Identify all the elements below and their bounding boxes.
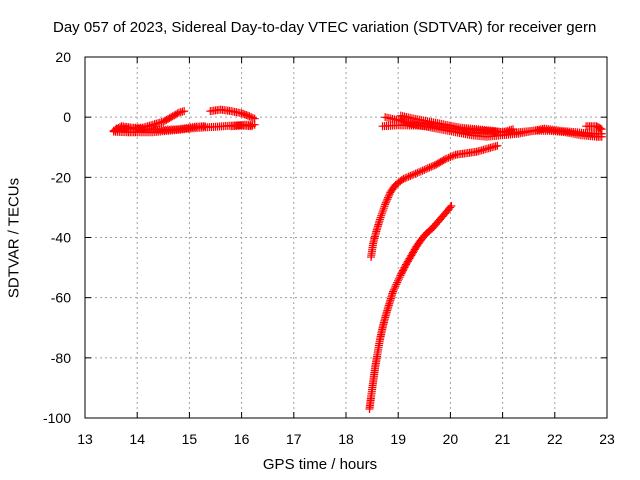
x-tick-label: 17 — [286, 431, 302, 447]
x-axis-label: GPS time / hours — [262, 456, 378, 473]
data-point — [392, 280, 401, 289]
y-tick-label: 20 — [55, 49, 71, 65]
data-point — [394, 275, 403, 284]
data-point — [447, 201, 456, 210]
chart-title: Day 057 of 2023, Sidereal Day-to-day VTE… — [53, 19, 597, 36]
data-point — [378, 207, 387, 216]
data-point — [509, 125, 518, 134]
x-tick-label: 18 — [338, 431, 354, 447]
data-point — [384, 191, 393, 200]
data-point — [380, 202, 389, 211]
data-point — [427, 162, 436, 171]
chart-ticks: 13 14 15 16 17 18 19 20 21 22 23 -100 -80 -60 -40 -20 0 2… — [43, 49, 615, 447]
data-point — [420, 165, 429, 174]
data-point — [409, 170, 418, 179]
data-point — [390, 284, 399, 293]
data-series — [582, 122, 606, 134]
chart-series — [109, 105, 606, 413]
data-point — [425, 163, 434, 172]
data-point — [376, 213, 385, 222]
data-point — [415, 168, 424, 177]
data-point — [408, 171, 417, 180]
data-point — [393, 276, 402, 285]
data-point — [442, 154, 451, 163]
data-point — [418, 166, 427, 175]
data-point — [397, 176, 406, 185]
data-point — [243, 111, 252, 120]
data-point — [382, 196, 391, 205]
x-tick-label: 19 — [390, 431, 406, 447]
data-point — [395, 273, 404, 282]
y-tick-label: -60 — [51, 290, 71, 306]
data-point — [173, 109, 182, 118]
data-point — [444, 153, 453, 162]
data-point — [245, 112, 254, 121]
y-tick-label: -80 — [51, 350, 71, 366]
data-series — [365, 201, 456, 413]
data-point — [493, 141, 502, 150]
data-series — [396, 111, 518, 137]
data-series — [112, 122, 210, 134]
data-point — [384, 193, 393, 202]
x-tick-label: 15 — [182, 431, 198, 447]
data-point — [381, 200, 390, 209]
data-point — [201, 122, 210, 131]
data-point — [379, 204, 388, 213]
x-tick-label: 20 — [443, 431, 459, 447]
data-point — [446, 153, 455, 162]
data-point — [402, 173, 411, 182]
data-point — [377, 211, 386, 220]
data-point — [401, 174, 410, 183]
x-tick-label: 21 — [495, 431, 511, 447]
y-tick-label: -100 — [43, 410, 71, 426]
data-point — [406, 171, 415, 180]
data-point — [422, 165, 431, 174]
data-point — [411, 169, 420, 178]
data-point — [396, 271, 405, 280]
y-axis-label: SDTVAR / TECUs — [5, 177, 23, 299]
data-point — [247, 113, 256, 122]
data-series — [367, 141, 502, 262]
data-point — [379, 206, 388, 215]
data-point — [446, 203, 455, 212]
data-point — [180, 107, 189, 116]
data-point — [377, 209, 386, 218]
data-point — [399, 174, 408, 183]
x-tick-label: 13 — [77, 431, 93, 447]
data-point — [416, 167, 425, 176]
y-tick-label: 0 — [63, 109, 71, 125]
data-point — [449, 151, 458, 160]
data-point — [413, 168, 422, 177]
data-point — [381, 198, 390, 207]
chart-grid — [85, 57, 607, 418]
data-point — [383, 195, 392, 204]
data-series — [381, 113, 606, 141]
data-point — [597, 125, 606, 134]
data-point — [389, 285, 398, 294]
x-tick-label: 14 — [129, 431, 145, 447]
y-tick-label: -40 — [51, 230, 71, 246]
data-point — [375, 215, 384, 224]
data-point — [441, 155, 450, 164]
data-point — [250, 114, 259, 123]
y-tick-label: -20 — [51, 169, 71, 185]
data-point — [597, 132, 606, 141]
data-point — [388, 287, 397, 296]
data-point — [248, 113, 257, 122]
data-point — [448, 152, 457, 161]
data-point — [391, 282, 400, 291]
data-point — [404, 172, 413, 181]
x-tick-label: 23 — [599, 431, 615, 447]
data-point — [423, 164, 432, 173]
data-point — [393, 278, 402, 287]
x-tick-label: 16 — [234, 431, 250, 447]
data-point — [248, 122, 257, 131]
data-series — [227, 121, 257, 131]
x-tick-label: 22 — [547, 431, 563, 447]
data-series — [206, 105, 259, 123]
data-point — [596, 124, 605, 133]
